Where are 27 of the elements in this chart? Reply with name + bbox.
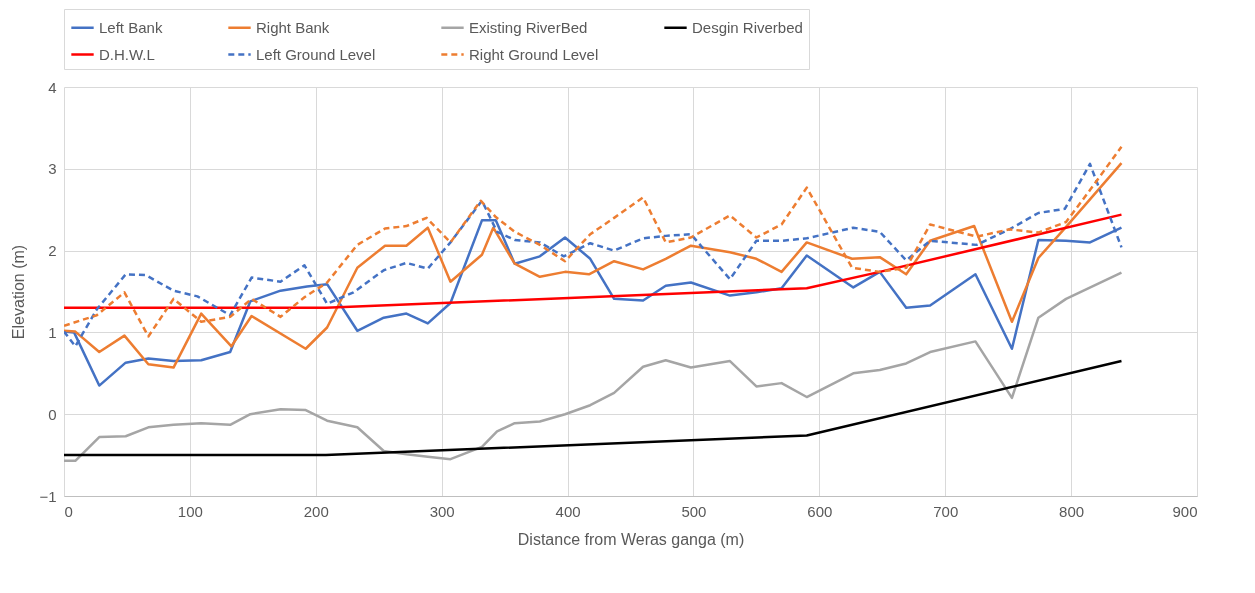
x-tick-label: 400 <box>555 502 581 520</box>
x-tick-label: 200 <box>303 502 329 520</box>
x-tick-label: 600 <box>807 502 833 520</box>
legend-label: D.H.W.L <box>99 45 155 63</box>
x-tick-label: 700 <box>933 502 959 520</box>
x-tick-label: 0 <box>64 502 73 520</box>
legend-label: Existing RiverBed <box>469 18 588 36</box>
x-tick-label: 300 <box>429 502 455 520</box>
x-tick-label: 100 <box>177 502 203 520</box>
y-axis-title: Elevation (m) <box>10 244 28 340</box>
legend-label: Right Bank <box>256 18 330 36</box>
x-tick-label: 900 <box>1172 502 1198 520</box>
line-series <box>64 213 1123 310</box>
legend-label: Left Bank <box>99 18 163 36</box>
x-axis-title: Distance from Weras ganga (m) <box>517 530 745 548</box>
y-tick-label: 1 <box>48 323 57 341</box>
legend-label: Desgin Riverbed <box>692 18 803 36</box>
y-tick-label: 3 <box>48 160 57 178</box>
legend-label: Left Ground Level <box>256 45 376 63</box>
x-tick-label: 800 <box>1059 502 1085 520</box>
y-tick-label: 2 <box>48 242 57 260</box>
x-tick-label: 500 <box>681 502 707 520</box>
legend-label: Right Ground Level <box>469 45 599 63</box>
y-tick-label: 0 <box>48 405 57 423</box>
y-tick-label: −1 <box>39 487 57 505</box>
line-series <box>64 271 1123 463</box>
y-tick-label: 4 <box>48 78 57 96</box>
